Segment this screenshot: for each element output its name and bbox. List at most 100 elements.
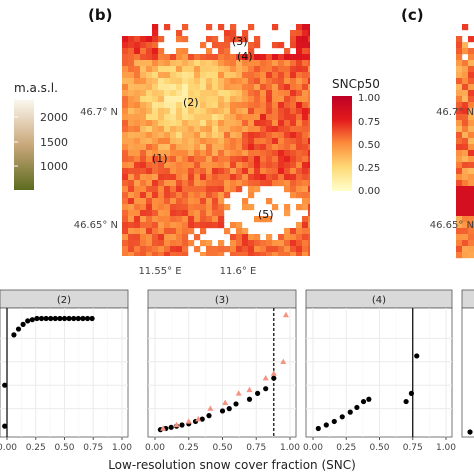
map-cell xyxy=(308,240,310,247)
map-cell xyxy=(128,204,135,211)
data-point xyxy=(15,326,22,332)
map-cell xyxy=(248,156,255,163)
map-cell xyxy=(462,216,469,223)
map-cell xyxy=(170,210,177,217)
map-cell xyxy=(272,66,279,73)
map-cell xyxy=(462,114,469,121)
map-cell xyxy=(468,234,474,241)
map-cell xyxy=(194,78,201,85)
data-point-triangle xyxy=(195,415,202,422)
map-cell xyxy=(158,54,165,61)
map-cell xyxy=(200,132,207,139)
region-label-5: (5) xyxy=(258,208,274,221)
map-cell xyxy=(164,150,171,157)
data-point xyxy=(360,398,367,405)
map-cell xyxy=(140,240,147,247)
map-cell xyxy=(206,84,213,91)
map-cell xyxy=(152,30,159,37)
map-cell xyxy=(248,180,255,187)
map-cell xyxy=(212,72,219,79)
map-cell xyxy=(456,222,463,229)
map-cell xyxy=(170,162,177,169)
map-cell xyxy=(164,90,171,97)
map-cell xyxy=(152,216,159,223)
map-cell xyxy=(272,246,279,253)
sncp50-map xyxy=(122,24,310,256)
map-cell xyxy=(146,174,153,181)
x-tick-label: 1.00 xyxy=(280,443,300,453)
map-cell xyxy=(260,102,267,109)
map-cell xyxy=(284,78,291,85)
x-tick-label: 0.25 xyxy=(179,443,199,453)
map-cell xyxy=(302,120,309,127)
map-cell xyxy=(456,36,463,43)
map-cell xyxy=(254,138,261,145)
map-cell xyxy=(128,78,135,85)
map-cell xyxy=(122,126,129,133)
map-cell xyxy=(468,162,474,169)
map-cell xyxy=(188,180,195,187)
map-cell xyxy=(462,228,469,235)
sncp50-tick-label: 0.25 xyxy=(358,163,380,174)
map-cell xyxy=(248,126,255,133)
map-cell xyxy=(290,30,297,37)
map-cell xyxy=(266,138,273,145)
map-cell xyxy=(128,216,135,223)
map-cell xyxy=(296,150,303,157)
map-cell xyxy=(194,72,201,79)
map-cell xyxy=(302,90,309,97)
map-cell xyxy=(456,168,463,175)
map-cell xyxy=(272,162,279,169)
map-cell xyxy=(296,48,303,55)
map-cell xyxy=(218,198,225,205)
map-cell xyxy=(194,96,201,103)
map-cell xyxy=(278,180,285,187)
map-cell xyxy=(242,102,249,109)
map-cell xyxy=(236,186,243,193)
map-cell xyxy=(296,60,303,67)
map-cell xyxy=(152,240,159,247)
map-cell xyxy=(302,96,309,103)
map-cell xyxy=(176,84,183,91)
map-cell xyxy=(122,120,129,127)
map-cell xyxy=(182,126,189,133)
map-cell xyxy=(296,108,303,115)
map-cell xyxy=(128,138,135,145)
map-cell xyxy=(272,120,279,127)
map-cell xyxy=(224,120,231,127)
map-cell xyxy=(230,108,237,115)
map-cell xyxy=(176,216,183,223)
map-cell xyxy=(462,234,469,241)
map-cell xyxy=(212,216,219,223)
map-cell xyxy=(462,222,469,229)
data-point xyxy=(2,382,8,388)
map-cell xyxy=(158,78,165,85)
map-cell xyxy=(146,186,153,193)
map-cell xyxy=(308,234,310,241)
map-cell xyxy=(134,228,141,235)
data-point xyxy=(57,315,63,322)
map-cell xyxy=(140,78,147,85)
map-cell xyxy=(194,150,201,157)
facet-strip-label: (4) xyxy=(372,295,386,306)
map-cell xyxy=(152,24,159,31)
map-cell xyxy=(140,252,147,256)
map-cell xyxy=(188,84,195,91)
map-cell xyxy=(302,156,309,163)
map-cell xyxy=(134,234,141,241)
map-cell xyxy=(266,240,273,247)
map-cell xyxy=(254,156,261,163)
map-cell xyxy=(140,114,147,121)
map-cell xyxy=(158,228,165,235)
map-cell xyxy=(290,150,297,157)
elevation-tick-label: 1000 xyxy=(40,160,68,173)
map-cell xyxy=(134,192,141,199)
map-cell xyxy=(128,174,135,181)
map-cell xyxy=(260,162,267,169)
map-cell xyxy=(182,66,189,73)
map-cell xyxy=(206,240,213,247)
map-cell xyxy=(308,132,310,139)
map-cell xyxy=(188,150,195,157)
map-cell xyxy=(456,78,463,85)
map-cell xyxy=(182,240,189,247)
